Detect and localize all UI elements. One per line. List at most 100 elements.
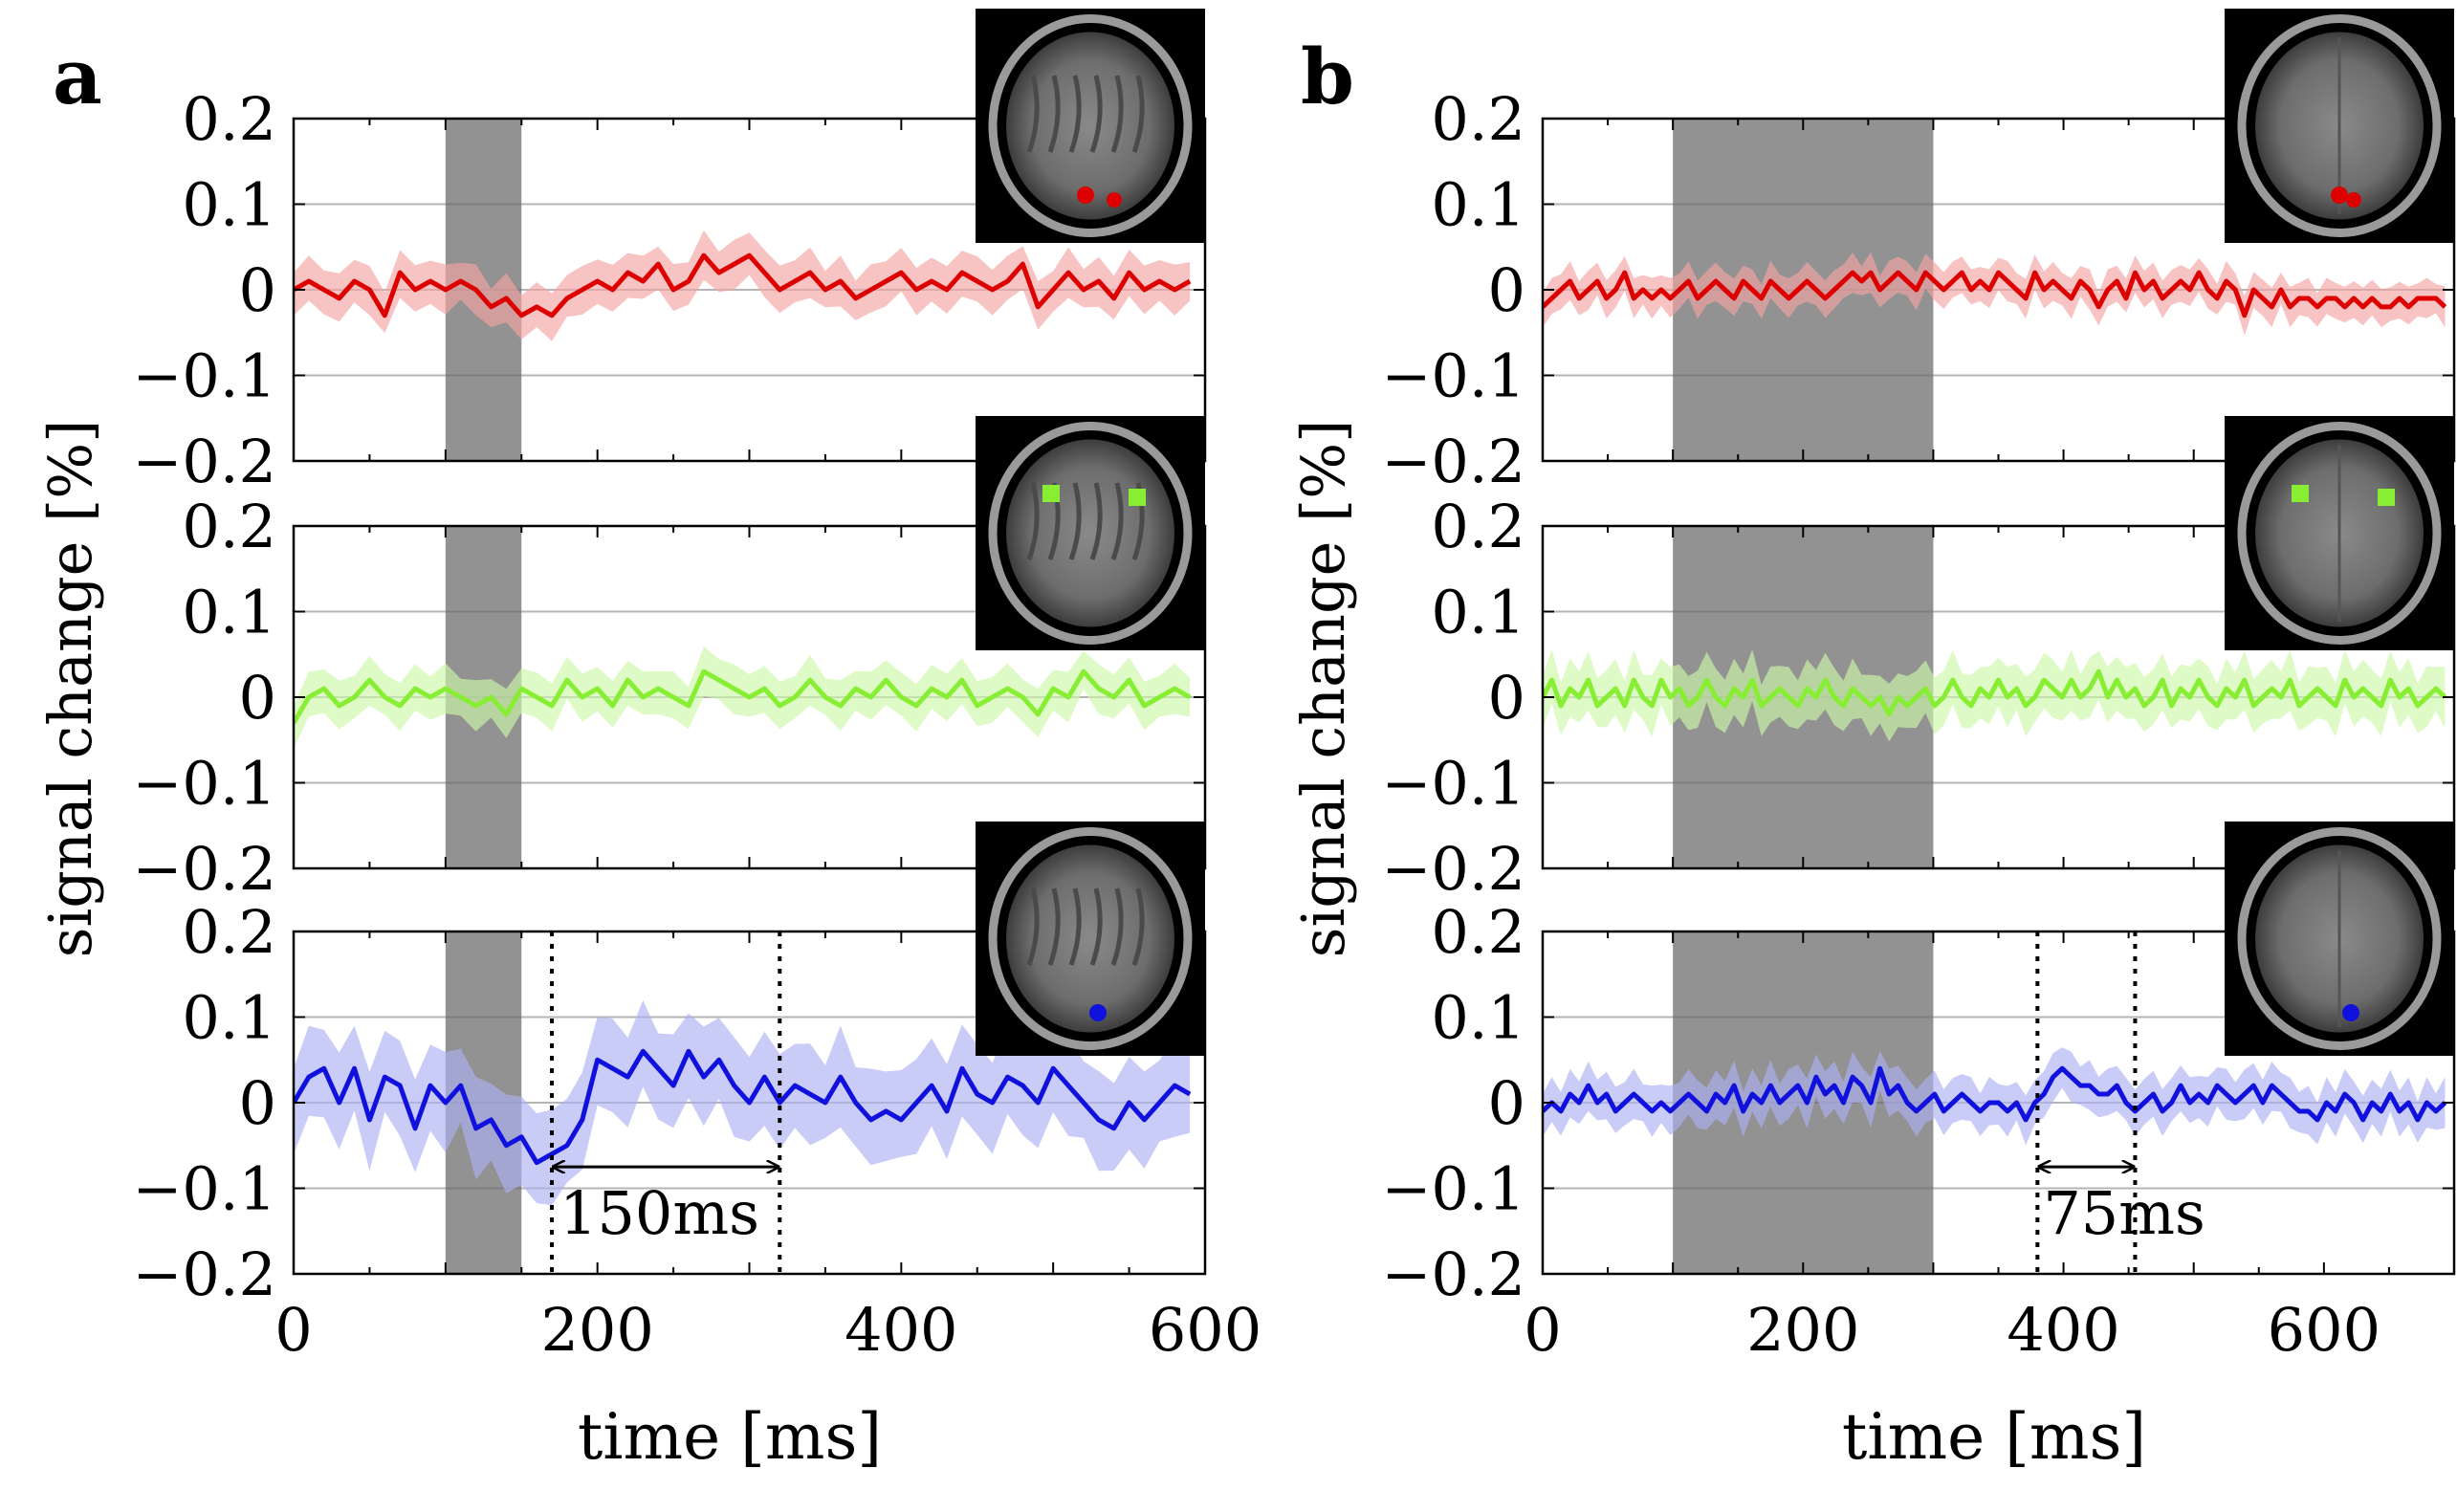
subplot-blue: −0.2 −0.1 0 0.1 0.2 150ms <box>132 822 1207 1309</box>
y-tick-label: 0 <box>239 663 276 733</box>
y-tick-label: −0.1 <box>132 1154 276 1224</box>
x-tick-label: 600 <box>2268 1295 2380 1365</box>
skull-ring <box>988 422 1193 645</box>
y-tick-label: 0.2 <box>182 492 276 561</box>
y-tick-label: −0.2 <box>1381 427 1525 496</box>
subplot-red: −0.2 −0.1 0 0.1 0.2 <box>132 9 1207 496</box>
x-tick-label: 600 <box>1149 1295 1261 1365</box>
brain-inset-blue <box>2225 822 2454 1056</box>
sulcus <box>1068 75 1082 153</box>
sulcus <box>1089 75 1103 153</box>
y-tick-label: 0 <box>1488 1068 1525 1138</box>
series-line-red <box>1543 270 2447 318</box>
y-tick-label: 0 <box>1488 255 1525 325</box>
panel-a-ylabel: signal change [%] <box>35 420 105 958</box>
y-tick-label: −0.1 <box>1381 1154 1525 1224</box>
roi-marker <box>1077 186 1094 204</box>
y-tick-label: −0.2 <box>132 1239 276 1309</box>
confidence-band-green <box>294 646 1191 749</box>
confidence-band-red <box>1543 252 2446 336</box>
panel-b-ylabel: signal change [%] <box>1288 420 1358 958</box>
sulcus <box>1047 75 1061 153</box>
brain-inset-red <box>2225 9 2454 243</box>
series-line-blue <box>294 1048 1192 1166</box>
brain-inset-green <box>976 416 1205 650</box>
roi-marker <box>1089 1004 1107 1021</box>
roi-marker <box>2378 489 2395 506</box>
brain-slice <box>1006 439 1174 627</box>
sulcus <box>1026 887 1040 966</box>
roi-marker <box>2346 192 2361 208</box>
y-tick-label: 0.1 <box>1431 170 1525 240</box>
panel-a-xlabel: time [ms] <box>578 1400 882 1474</box>
sulcus <box>1068 482 1082 560</box>
roi-marker <box>2342 1004 2359 1021</box>
sulcus <box>1089 482 1103 560</box>
latency-label: 150ms <box>559 1178 759 1248</box>
roi-marker <box>1129 489 1146 506</box>
x-tick-label: 200 <box>1746 1295 1859 1365</box>
sulcus <box>1110 75 1124 153</box>
y-tick-label: 0.1 <box>1431 578 1525 647</box>
y-tick-label: 0.1 <box>182 983 276 1053</box>
skull-ring <box>988 827 1193 1050</box>
brain-slice <box>1006 844 1174 1033</box>
panel-b-letter: b <box>1301 32 1354 121</box>
skull-ring <box>2237 422 2442 645</box>
confidence-band-blue <box>294 999 1191 1206</box>
confidence-band-blue <box>1543 1047 2446 1146</box>
sulcus <box>1110 887 1124 966</box>
sulcus <box>1089 887 1103 966</box>
panel-a-letter: a <box>53 32 102 121</box>
roi-marker <box>1042 485 1060 502</box>
y-tick-label: 0.2 <box>182 84 276 154</box>
y-tick-label: 0.2 <box>182 897 276 967</box>
x-tick-label: 200 <box>540 1295 653 1365</box>
sulcus <box>1131 75 1145 153</box>
series-line-green <box>294 668 1192 725</box>
y-tick-label: 0 <box>239 1068 276 1138</box>
x-tick-label: 400 <box>2007 1295 2119 1365</box>
y-tick-label: −0.1 <box>1381 341 1525 411</box>
sulcus <box>1047 887 1061 966</box>
y-tick-label: 0 <box>239 255 276 325</box>
sulcus <box>1026 75 1040 153</box>
y-tick-label: −0.2 <box>1381 1239 1525 1309</box>
roi-marker <box>1107 192 1122 208</box>
y-tick-label: −0.2 <box>132 427 276 496</box>
subplot-red: −0.2 −0.1 0 0.1 0.2 <box>1381 9 2456 496</box>
subplot-green: −0.2 −0.1 0 0.1 0.2 <box>1381 416 2456 904</box>
y-tick-label: 0 <box>1488 663 1525 733</box>
y-tick-label: 0.1 <box>1431 983 1525 1053</box>
y-tick-label: 0.2 <box>1431 84 1525 154</box>
y-tick-label: −0.2 <box>1381 834 1525 904</box>
series-line-green <box>1543 668 2447 717</box>
sulcus <box>1068 887 1082 966</box>
x-tick-label: 0 <box>274 1295 312 1365</box>
x-tick-label: 400 <box>845 1295 957 1365</box>
brain-inset-green <box>2225 416 2454 650</box>
subplot-blue: −0.2 −0.1 0 0.1 0.2 75ms <box>1381 822 2456 1309</box>
y-tick-label: 0.1 <box>182 170 276 240</box>
series-line-red <box>294 252 1192 318</box>
skull-ring <box>988 14 1193 237</box>
skull-ring <box>2237 14 2442 237</box>
y-tick-label: 0.1 <box>182 578 276 647</box>
panel-a: −0.2−0.100.10.2−0.2−0.100.10.2−0.2−0.100… <box>132 9 1261 1365</box>
sulcus <box>1131 887 1145 966</box>
confidence-band-green <box>1543 648 2446 742</box>
latency-label: 75ms <box>2043 1178 2205 1248</box>
panel-b: −0.2−0.100.10.2−0.2−0.100.10.2−0.2−0.100… <box>1381 9 2456 1365</box>
y-tick-label: −0.1 <box>1381 749 1525 819</box>
y-tick-label: −0.1 <box>132 341 276 411</box>
series-line-blue <box>1543 1065 2447 1123</box>
y-tick-label: −0.2 <box>132 834 276 904</box>
roi-marker <box>2331 186 2348 204</box>
y-tick-label: 0.2 <box>1431 897 1525 967</box>
brain-slice <box>1006 32 1174 220</box>
roi-marker <box>2292 485 2309 502</box>
brain-inset-red <box>976 9 1205 243</box>
sulcus <box>1110 482 1124 560</box>
y-tick-label: −0.1 <box>132 749 276 819</box>
